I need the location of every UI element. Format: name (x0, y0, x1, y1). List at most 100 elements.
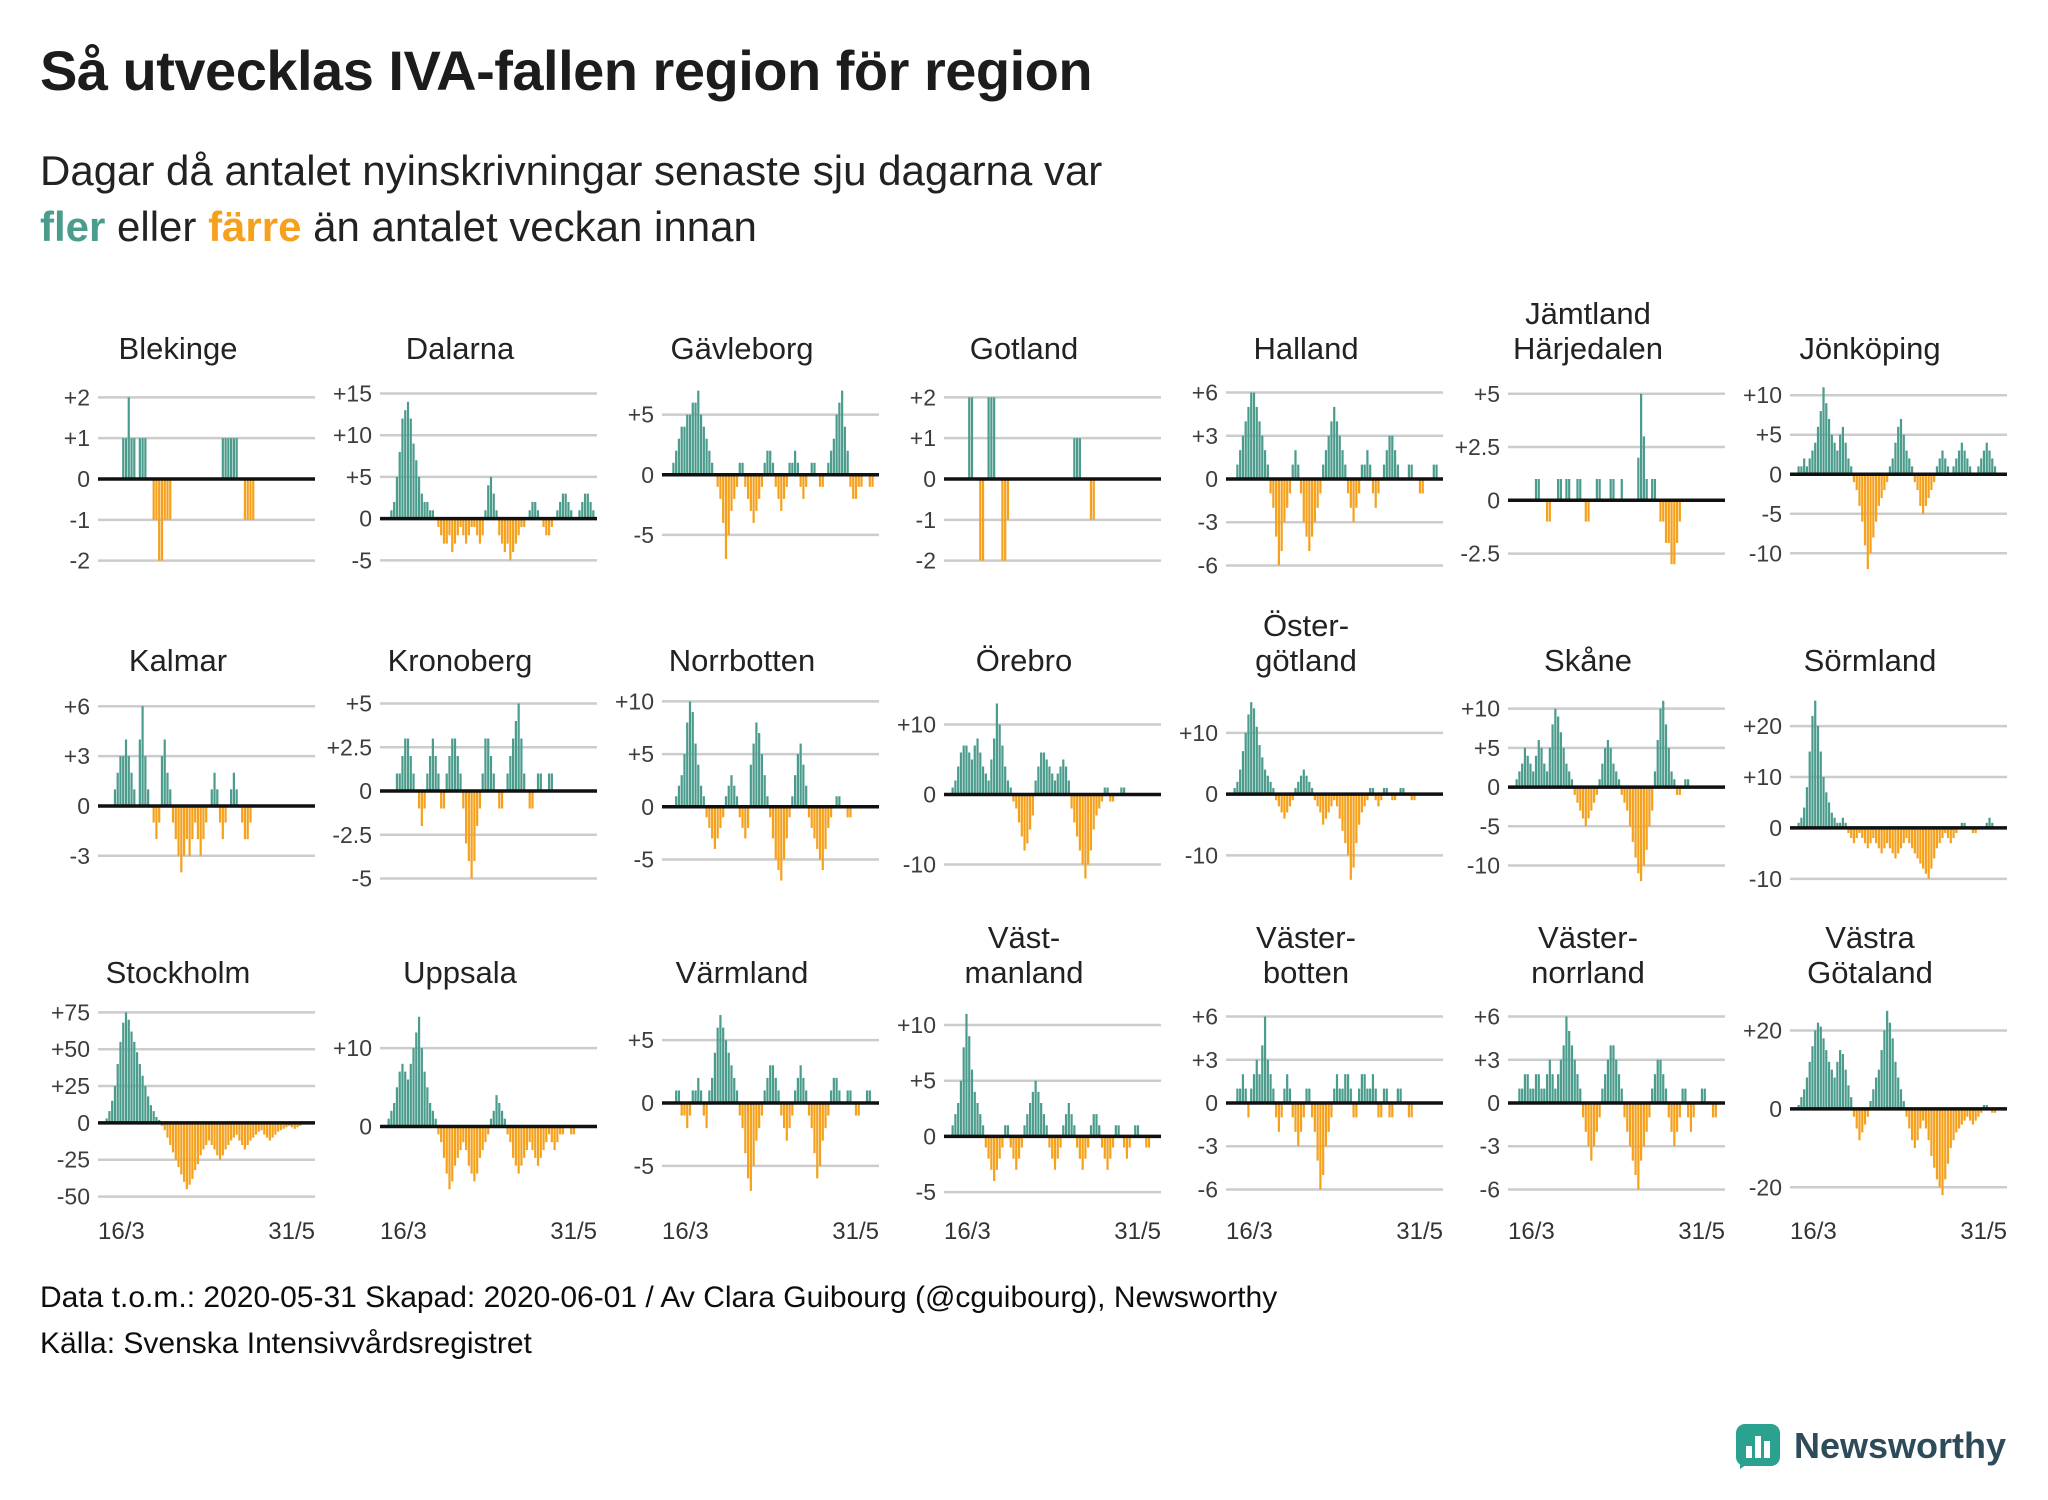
svg-text:16/3: 16/3 (1226, 1218, 1273, 1245)
svg-text:+10: +10 (1743, 382, 1782, 408)
svg-text:0: 0 (359, 505, 372, 531)
newsworthy-logo-text: Newsworthy (1793, 1425, 2006, 1466)
chart-title: Jämtland Härjedalen (1513, 296, 1663, 366)
svg-text:0: 0 (1487, 1090, 1500, 1116)
svg-text:+10: +10 (1179, 720, 1218, 746)
chart-title: Dalarna (405, 331, 515, 366)
region-chart-skåne: Skåne +10 +5 0 -5 -10 (1450, 605, 1726, 901)
svg-text:+15: +15 (333, 380, 372, 406)
svg-text:+5: +5 (1474, 381, 1500, 407)
svg-text:31/5: 31/5 (832, 1218, 879, 1245)
svg-text:+3: +3 (1192, 422, 1218, 448)
region-chart-västernorrland: Väster- norrland +6 +3 0 -3 -6 16/3 31/5 (1450, 917, 1726, 1247)
svg-text:+1: +1 (910, 425, 936, 451)
logo-bar-1 (1745, 1446, 1752, 1458)
svg-text:+6: +6 (64, 693, 90, 719)
svg-text:-2: -2 (916, 547, 936, 573)
subtitle: Dagar då antalet nyinskrivningar senaste… (40, 143, 2008, 255)
svg-text:16/3: 16/3 (380, 1218, 427, 1245)
region-chart-jönköping: Jönköping +10 +5 0 -5 -10 (1732, 293, 2008, 589)
svg-text:+10: +10 (333, 1035, 372, 1061)
svg-text:-50: -50 (57, 1183, 90, 1209)
svg-text:0: 0 (641, 462, 654, 488)
logo-bar-2 (1754, 1436, 1761, 1458)
region-chart-dalarna: Dalarna +15 +10 +5 0 -5 (322, 293, 598, 589)
svg-text:+20: +20 (1743, 1017, 1782, 1043)
svg-text:-10: -10 (1749, 540, 1782, 566)
svg-text:-10: -10 (903, 851, 936, 877)
svg-text:+10: +10 (615, 688, 654, 714)
svg-text:-5: -5 (352, 547, 372, 573)
svg-text:+50: +50 (51, 1036, 90, 1062)
chart-plot: +20 +10 0 -10 (1743, 700, 2007, 892)
chart-title: Västra Götaland (1807, 920, 1933, 990)
svg-text:-2: -2 (70, 547, 90, 573)
chart-title: Öster- götland (1255, 608, 1357, 678)
svg-text:+10: +10 (1743, 764, 1782, 790)
svg-text:0: 0 (77, 793, 90, 819)
chart-title: Värmland (675, 955, 809, 990)
svg-text:0: 0 (359, 1113, 372, 1139)
svg-text:0: 0 (923, 781, 936, 807)
chart-title: Blekinge (118, 331, 238, 366)
svg-text:+5: +5 (1756, 421, 1782, 447)
page-title: Så utvecklas IVA-fallen region för regio… (40, 39, 1093, 102)
svg-text:0: 0 (1205, 466, 1218, 492)
svg-text:+2.5: +2.5 (327, 734, 372, 760)
svg-text:+3: +3 (1192, 1046, 1218, 1072)
chart-plot: +20 0 -20 16/3 31/5 (1743, 1010, 2007, 1245)
svg-text:-1: -1 (70, 507, 90, 533)
svg-text:0: 0 (641, 794, 654, 820)
svg-text:31/5: 31/5 (550, 1218, 597, 1245)
svg-text:0: 0 (1487, 774, 1500, 800)
svg-text:0: 0 (641, 1090, 654, 1116)
region-chart-kalmar: Kalmar +6 +3 0 -3 (40, 605, 316, 901)
svg-text:+1: +1 (64, 425, 90, 451)
svg-text:+3: +3 (1474, 1046, 1500, 1072)
svg-text:0: 0 (1205, 781, 1218, 807)
chart-plot: +6 +3 0 -3 (64, 693, 315, 873)
region-chart-blekinge: Blekinge +2 +1 0 -1 -2 (40, 293, 316, 589)
svg-text:16/3: 16/3 (662, 1218, 709, 1245)
svg-text:-6: -6 (1198, 552, 1218, 578)
region-chart-västmanland: Väst- manland +10 +5 0 -5 16/3 31/5 (886, 917, 1162, 1247)
subtitle-word-farre: färre (208, 202, 302, 250)
svg-text:0: 0 (77, 1110, 90, 1136)
region-chart-halland: Halland +6 +3 0 -3 -6 (1168, 293, 1444, 589)
svg-text:+5: +5 (346, 464, 372, 490)
svg-text:31/5: 31/5 (1960, 1218, 2007, 1245)
svg-text:-3: -3 (1198, 1133, 1218, 1159)
svg-text:+2: +2 (64, 384, 90, 410)
subtitle-word-fler: fler (40, 202, 106, 250)
region-chart-uppsala: Uppsala +10 0 16/3 31/5 (322, 917, 598, 1247)
chart-plot: +10 0 16/3 31/5 (333, 1016, 597, 1245)
region-chart-norrbotten: Norrbotten +10 +5 0 -5 (604, 605, 880, 901)
svg-text:31/5: 31/5 (268, 1218, 315, 1245)
svg-text:-5: -5 (352, 865, 372, 891)
svg-text:+5: +5 (628, 741, 654, 767)
svg-text:-2.5: -2.5 (1460, 540, 1500, 566)
svg-text:-3: -3 (70, 842, 90, 868)
svg-text:16/3: 16/3 (98, 1218, 145, 1245)
chart-plot: +10 +5 0 -5 (615, 688, 879, 881)
chart-plot: +5 0 -5 16/3 31/5 (628, 1014, 879, 1245)
region-chart-kronoberg: Kronoberg +5 +2.5 0 -2.5 -5 (322, 605, 598, 901)
svg-text:-10: -10 (1749, 866, 1782, 892)
svg-text:-5: -5 (634, 846, 654, 872)
svg-text:+2: +2 (910, 384, 936, 410)
subtitle-line1: Dagar då antalet nyinskrivningar senaste… (40, 147, 1103, 194)
svg-text:-2.5: -2.5 (332, 821, 372, 847)
chart-title: Skåne (1544, 643, 1632, 678)
newsworthy-logo[interactable]: Newsworthy (1734, 1422, 2006, 1470)
svg-text:31/5: 31/5 (1114, 1218, 1161, 1245)
svg-text:+5: +5 (628, 401, 654, 427)
chart-plot: +15 +10 +5 0 -5 (333, 380, 597, 573)
chart-title: Norrbotten (668, 643, 816, 678)
svg-text:+10: +10 (1461, 695, 1500, 721)
svg-text:+6: +6 (1474, 1003, 1500, 1029)
region-chart-gotland: Gotland +2 +1 0 -1 -2 (886, 293, 1162, 589)
region-chart-västerbotten: Väster- botten +6 +3 0 -3 -6 16/3 31/5 (1168, 917, 1444, 1247)
svg-text:0: 0 (1769, 461, 1782, 487)
chart-plot: +6 +3 0 -3 -6 (1192, 379, 1443, 578)
svg-text:0: 0 (1769, 815, 1782, 841)
